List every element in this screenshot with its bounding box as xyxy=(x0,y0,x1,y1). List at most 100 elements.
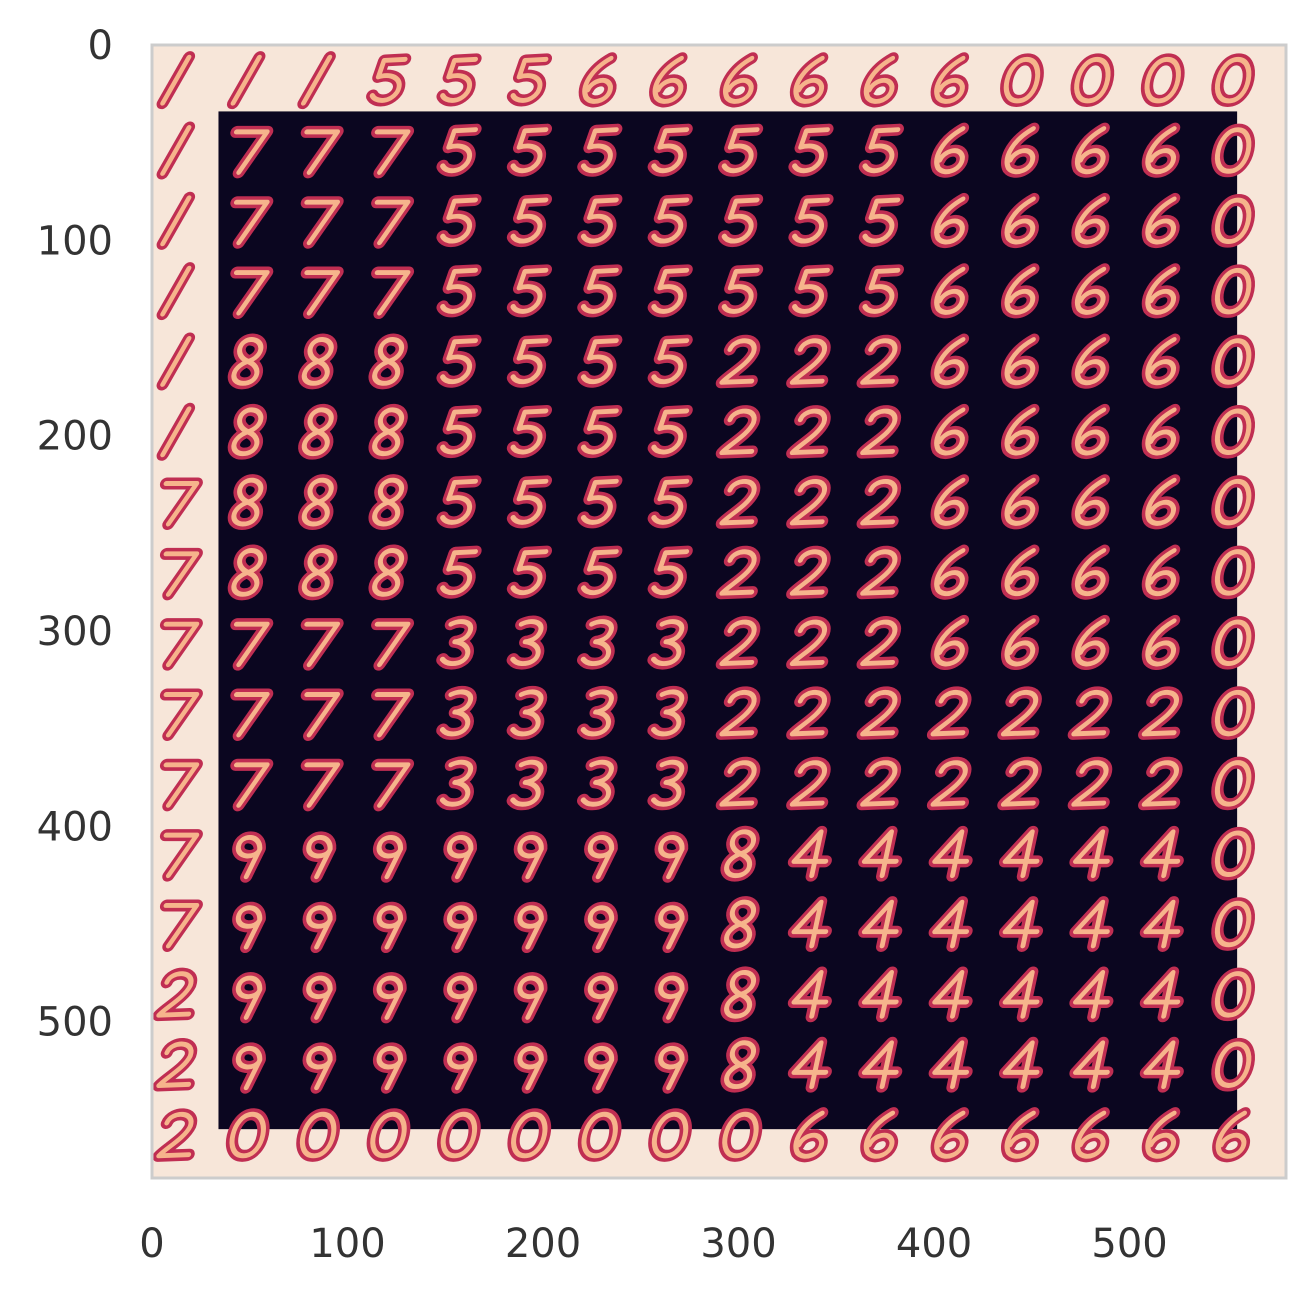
digit-glyph-two xyxy=(786,616,831,670)
digit-glyph-five xyxy=(647,545,693,599)
y-tick-label: 300 xyxy=(37,609,113,655)
digit-glyph-six xyxy=(1141,544,1181,600)
digit-glyph-zero xyxy=(437,1108,481,1162)
digit-glyph-nine xyxy=(373,972,407,1024)
digit-glyph-six xyxy=(1001,263,1040,319)
digit-glyph-nine xyxy=(443,972,478,1024)
digit-glyph-six xyxy=(1001,333,1040,389)
digit-glyph-six xyxy=(719,52,758,108)
digit-glyph-eight xyxy=(298,544,338,601)
digit-glyph-zero xyxy=(1211,615,1255,670)
digit-glyph-nine xyxy=(584,831,618,883)
digit-glyph-five xyxy=(647,264,693,318)
digit-glyph-seven xyxy=(300,125,344,179)
digit-glyph-slash xyxy=(156,121,196,180)
digit-glyph-two xyxy=(1138,686,1183,740)
digit-glyph-nine xyxy=(302,972,337,1024)
digit-glyph-three xyxy=(577,615,618,670)
y-tick-label: 0 xyxy=(88,23,113,69)
digit-glyph-two xyxy=(786,686,831,740)
digit-glyph-five xyxy=(788,123,834,177)
digit-glyph-five xyxy=(436,123,482,177)
digit-glyph-five xyxy=(858,264,904,318)
digit-glyph-four xyxy=(928,825,973,882)
digit-glyph-seven xyxy=(159,618,203,671)
digit-glyph-six xyxy=(1001,122,1040,178)
digit-glyph-eight xyxy=(720,825,760,882)
digit-glyph-six xyxy=(578,52,618,108)
digit-glyph-two xyxy=(152,1038,198,1092)
digit-glyph-four xyxy=(787,966,832,1023)
digit-glyph-seven xyxy=(300,266,344,320)
digit-glyph-zero xyxy=(1211,545,1255,600)
digit-glyph-nine xyxy=(232,901,266,954)
digit-glyph-zero xyxy=(225,1108,270,1162)
digit-glyph-zero xyxy=(1211,264,1255,318)
digit-glyph-six xyxy=(1141,403,1181,459)
digit-glyph-seven xyxy=(159,688,203,741)
digit-glyph-six xyxy=(1001,1107,1040,1163)
digit-glyph-slash xyxy=(156,402,196,461)
digit-glyph-six xyxy=(1141,122,1181,178)
digit-glyph-six xyxy=(930,1107,970,1163)
digit-glyph-three xyxy=(506,756,548,811)
digit-glyph-seven xyxy=(159,829,203,882)
digit-glyph-zero xyxy=(1211,897,1255,951)
digit-glyph-two xyxy=(856,545,901,600)
digit-glyph-five xyxy=(647,194,693,248)
digit-glyph-three xyxy=(436,756,477,811)
digit-glyph-two xyxy=(715,686,761,740)
digit-glyph-five xyxy=(506,404,553,459)
y-tick-label: 100 xyxy=(37,218,113,264)
digit-glyph-four xyxy=(787,1036,832,1093)
digit-glyph-two xyxy=(856,756,901,811)
digit-glyph-six xyxy=(1001,544,1040,600)
digit-glyph-six xyxy=(789,1107,829,1163)
digit-glyph-slash xyxy=(297,51,336,110)
digit-glyph-two xyxy=(1067,686,1113,740)
digit-glyph-slash xyxy=(156,51,196,110)
y-axis: 0 100 200 300 400 500 xyxy=(37,23,113,1046)
digit-glyph-nine xyxy=(373,831,407,883)
digit-glyph-nine xyxy=(654,1042,689,1094)
digit-grid xyxy=(152,51,1255,1163)
digit-glyph-two xyxy=(152,1108,198,1162)
digit-glyph-five xyxy=(788,194,834,248)
digit-glyph-five xyxy=(577,545,623,599)
digit-glyph-four xyxy=(858,825,903,882)
digit-glyph-zero xyxy=(1211,53,1255,107)
digit-glyph-four xyxy=(1139,1036,1184,1093)
digit-glyph-five xyxy=(506,475,553,529)
digit-glyph-four xyxy=(858,966,903,1023)
x-tick-label: 300 xyxy=(700,1221,776,1267)
digit-glyph-zero xyxy=(1211,194,1255,248)
digit-glyph-two xyxy=(715,405,761,459)
digit-glyph-seven xyxy=(371,688,415,741)
digit-glyph-four xyxy=(1069,966,1114,1023)
digit-glyph-four xyxy=(1069,825,1114,882)
digit-glyph-six xyxy=(930,333,970,389)
digit-glyph-five xyxy=(647,123,693,177)
digit-glyph-six xyxy=(1141,192,1181,249)
digit-glyph-nine xyxy=(584,901,618,954)
digit-glyph-six xyxy=(649,52,688,108)
digit-glyph-six xyxy=(930,474,970,530)
digit-glyph-six xyxy=(860,52,899,108)
digit-glyph-nine xyxy=(373,1042,407,1094)
digit-glyph-three xyxy=(506,615,548,670)
digit-glyph-five xyxy=(366,53,412,107)
digit-glyph-three xyxy=(577,756,618,811)
digit-glyph-six xyxy=(1001,192,1040,249)
digit-glyph-five xyxy=(436,334,482,388)
digit-glyph-two xyxy=(786,545,831,600)
digit-glyph-two xyxy=(856,334,901,389)
digit-glyph-nine xyxy=(443,1042,478,1094)
digit-glyph-three xyxy=(577,685,618,740)
digit-glyph-eight xyxy=(298,403,338,460)
digit-glyph-seven xyxy=(230,266,274,320)
digit-glyph-two xyxy=(856,616,901,670)
digit-glyph-nine xyxy=(373,901,407,954)
digit-glyph-seven xyxy=(300,758,344,812)
digit-glyph-two xyxy=(786,475,831,529)
digit-glyph-five xyxy=(577,123,623,177)
